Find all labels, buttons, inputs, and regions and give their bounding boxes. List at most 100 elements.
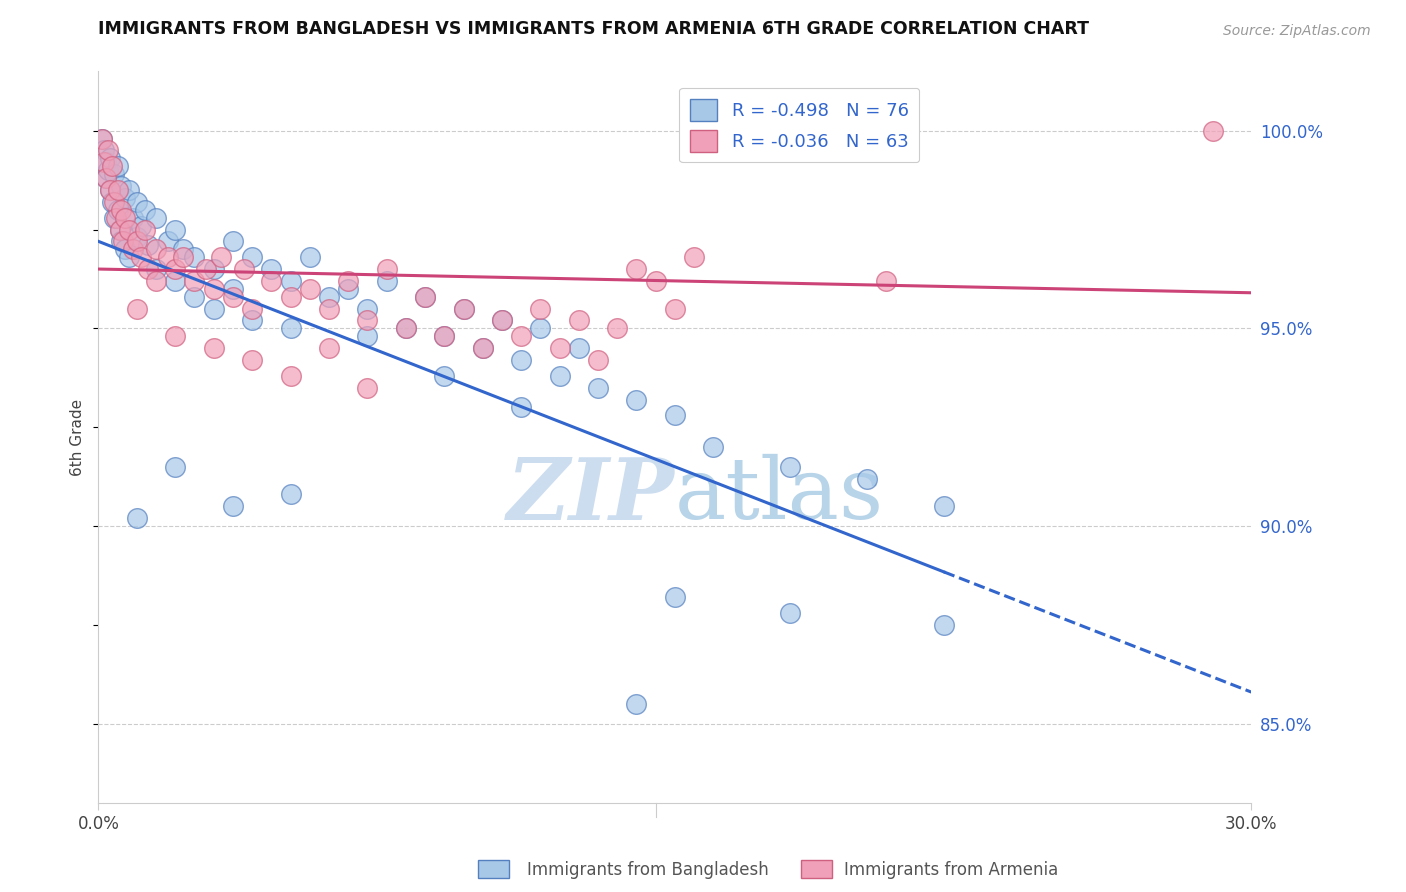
Point	[103, 167, 125, 181]
Point	[93, 144, 115, 158]
Point	[548, 368, 571, 383]
Point	[97, 163, 120, 178]
Point	[375, 274, 398, 288]
Point	[103, 211, 125, 225]
Point	[114, 242, 136, 256]
Point	[606, 321, 628, 335]
Text: IMMIGRANTS FROM BANGLADESH VS IMMIGRANTS FROM ARMENIA 6TH GRADE CORRELATION CHAR: IMMIGRANTS FROM BANGLADESH VS IMMIGRANTS…	[98, 21, 1090, 38]
Point	[103, 194, 125, 209]
Point	[101, 194, 124, 209]
Point	[240, 313, 263, 327]
Point	[110, 235, 132, 249]
Point	[240, 353, 263, 368]
Point	[91, 131, 114, 145]
Point	[107, 183, 129, 197]
Point	[94, 171, 117, 186]
Point	[702, 440, 724, 454]
Point	[664, 301, 686, 316]
Point	[626, 262, 648, 277]
Point	[356, 313, 378, 327]
Point	[145, 274, 167, 288]
Point	[644, 274, 666, 288]
Point	[114, 211, 136, 225]
Point	[110, 179, 132, 194]
Point	[413, 290, 436, 304]
Point	[104, 211, 127, 225]
Point	[125, 301, 148, 316]
Point	[491, 313, 513, 327]
Point	[356, 381, 378, 395]
Point	[510, 353, 533, 368]
Point	[318, 290, 340, 304]
Point	[98, 183, 121, 197]
Point	[240, 250, 263, 264]
Point	[875, 274, 897, 288]
Point	[183, 250, 205, 264]
Point	[183, 290, 205, 304]
Point	[683, 250, 706, 264]
Point	[122, 211, 145, 225]
Point	[375, 262, 398, 277]
Point	[156, 250, 179, 264]
Point	[145, 211, 167, 225]
Y-axis label: 6th Grade: 6th Grade	[70, 399, 86, 475]
Text: ZIP: ZIP	[508, 454, 675, 537]
Point	[337, 274, 360, 288]
Point	[318, 341, 340, 355]
Point	[125, 230, 148, 244]
Point	[202, 262, 225, 277]
Text: atlas: atlas	[675, 454, 884, 537]
Legend: R = -0.498   N = 76, R = -0.036   N = 63: R = -0.498 N = 76, R = -0.036 N = 63	[679, 87, 920, 162]
Point	[433, 329, 456, 343]
Point	[395, 321, 418, 335]
Point	[134, 202, 156, 217]
Point	[93, 155, 115, 169]
Point	[222, 500, 245, 514]
Point	[280, 368, 302, 383]
Point	[165, 262, 187, 277]
Point	[510, 401, 533, 415]
Point	[118, 250, 141, 264]
Point	[110, 202, 132, 217]
Point	[165, 222, 187, 236]
Point	[664, 409, 686, 423]
Point	[529, 301, 551, 316]
Point	[510, 329, 533, 343]
Point	[202, 301, 225, 316]
Point	[94, 155, 117, 169]
Point	[98, 183, 121, 197]
Point	[453, 301, 475, 316]
Point	[97, 144, 120, 158]
Point	[1202, 123, 1225, 137]
Point	[222, 282, 245, 296]
Point	[568, 341, 591, 355]
Point	[108, 222, 131, 236]
Point	[165, 459, 187, 474]
Point	[395, 321, 418, 335]
Point	[240, 301, 263, 316]
Point	[856, 472, 879, 486]
Point	[433, 368, 456, 383]
Point	[222, 290, 245, 304]
Point	[318, 301, 340, 316]
Point	[932, 500, 955, 514]
Point	[122, 242, 145, 256]
Point	[491, 313, 513, 327]
Point	[260, 262, 283, 277]
Point	[356, 301, 378, 316]
Point	[586, 381, 609, 395]
Point	[183, 274, 205, 288]
Point	[156, 235, 179, 249]
Point	[118, 222, 141, 236]
Point	[94, 171, 117, 186]
Point	[356, 329, 378, 343]
Point	[280, 487, 302, 501]
Point	[222, 235, 245, 249]
Point	[298, 282, 321, 296]
Point	[129, 250, 152, 264]
Point	[138, 262, 160, 277]
Point	[779, 459, 801, 474]
Point	[98, 152, 121, 166]
Point	[471, 341, 494, 355]
Point	[471, 341, 494, 355]
